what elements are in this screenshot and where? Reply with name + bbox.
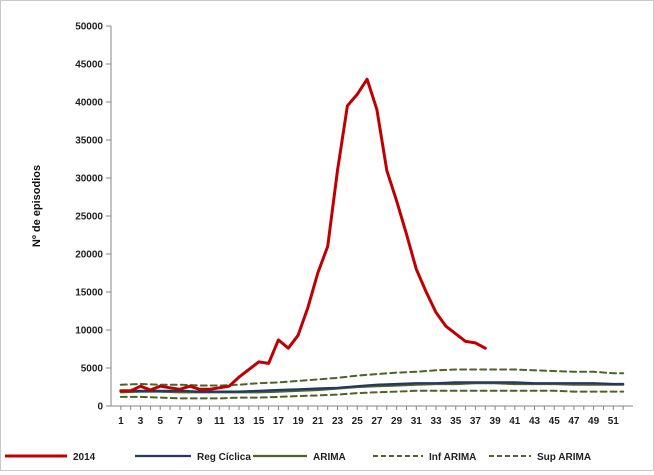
y-tick-label: 40000 [75, 98, 103, 109]
x-tick-label: 35 [450, 416, 462, 427]
legend-label-4: Sup ARIMA [537, 452, 591, 463]
legend-label-0: 2014 [73, 452, 96, 463]
x-tick-label: 37 [470, 416, 482, 427]
x-tick-label: 5 [157, 416, 163, 427]
x-tick-label: 27 [371, 416, 383, 427]
x-tick-label: 51 [608, 416, 620, 427]
x-tick-label: 31 [411, 416, 423, 427]
x-axis: 1 3 5 7 9 11 13 15 17 19 21 23 25 27 29 31 33 35 37 39 41 43 4… [111, 405, 633, 427]
plot-lines [119, 77, 625, 400]
series-line-3 [119, 389, 625, 400]
y-tick-label: 25000 [75, 212, 103, 223]
x-tick-label: 17 [273, 416, 285, 427]
y-tick-label: 30000 [75, 174, 103, 185]
x-tick-label: 49 [588, 416, 600, 427]
x-tick-label: 13 [233, 416, 245, 427]
x-tick-label: 25 [352, 416, 364, 427]
x-tick-label: 19 [293, 416, 305, 427]
x-tick-label: 23 [332, 416, 344, 427]
y-axis-title: Nº de episodios [31, 165, 43, 247]
legend-label-1: Reg Cíclica [197, 452, 251, 463]
x-tick-label: 21 [312, 416, 324, 427]
x-tick-label: 11 [214, 416, 225, 427]
series-line-0 [119, 77, 487, 393]
y-tick-label: 50000 [75, 22, 103, 33]
legend: 2014 Reg Cíclica ARIMA Inf ARIMA Sup ARIMA [5, 452, 591, 463]
y-tick-label: 20000 [75, 250, 103, 261]
x-tick-label: 29 [391, 416, 403, 427]
y-tick-label: 15000 [75, 288, 103, 299]
legend-label-3: Inf ARIMA [429, 452, 476, 463]
x-tick-label: 47 [568, 416, 580, 427]
series-line-1 [119, 381, 625, 393]
x-tick-label: 1 [118, 416, 124, 427]
x-tick-label: 33 [430, 416, 442, 427]
y-tick-label: 10000 [75, 326, 103, 337]
x-tick-label: 7 [177, 416, 183, 427]
x-tick-label: 45 [549, 416, 561, 427]
x-tick-label: 39 [490, 416, 502, 427]
legend-label-2: ARIMA [313, 452, 346, 463]
y-tick-label: 5000 [81, 364, 104, 375]
series-line-4 [119, 368, 625, 387]
x-tick-label: 41 [509, 416, 521, 427]
y-axis: 0 5000 10000 15000 20000 25000 30000 35000 40000… [75, 22, 112, 413]
x-tick-label: 3 [138, 416, 144, 427]
y-tick-label: 0 [97, 402, 103, 413]
y-tick-label: 45000 [75, 60, 103, 71]
x-tick-label: 9 [197, 416, 203, 427]
x-tick-label: 15 [253, 416, 265, 427]
x-tick-label: 43 [529, 416, 541, 427]
y-tick-label: 35000 [75, 136, 103, 147]
